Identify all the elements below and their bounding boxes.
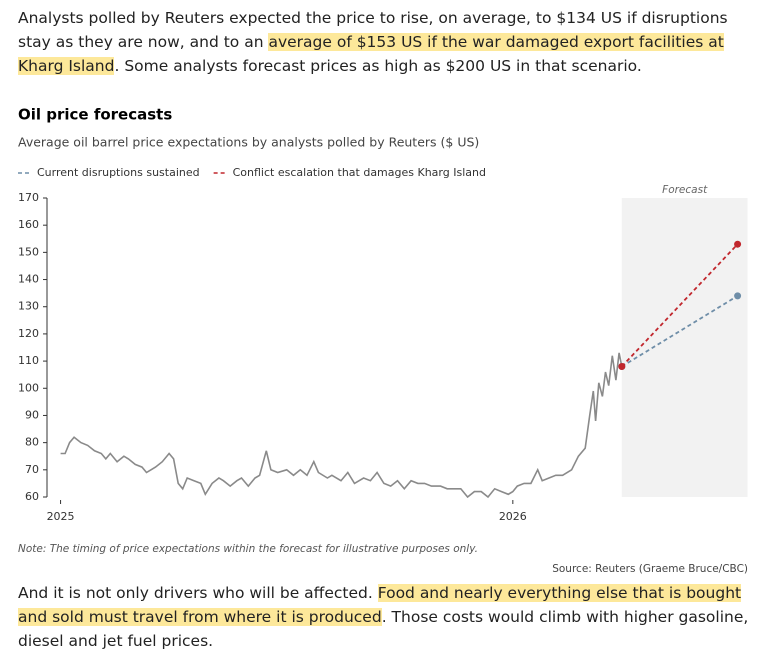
legend-label: Current disruptions sustained: [37, 166, 200, 179]
price-line: [60, 352, 623, 499]
legend-label: Conflict escalation that damages Kharg I…: [233, 166, 486, 179]
x-tick-label: 2026: [499, 510, 527, 523]
chart-subtitle: Average oil barrel price expectations by…: [18, 135, 479, 150]
forecast-line: [621, 295, 739, 368]
y-tick-label: 130: [18, 300, 39, 313]
y-tick-label: 70: [25, 463, 39, 476]
point: [618, 363, 626, 371]
y-tick-label: 150: [18, 245, 39, 258]
y-tick-label: 80: [25, 436, 39, 449]
y-tick-label: 160: [18, 218, 39, 231]
y-tick-label: 140: [18, 273, 39, 286]
y-tick-label: 100: [18, 381, 39, 394]
y-tick-label: 60: [25, 490, 39, 503]
x-tick-label: 2025: [47, 510, 75, 523]
forecast-line: [621, 243, 739, 368]
source: Source: Reuters (Graeme Bruce/CBC): [552, 563, 748, 575]
note: Note: The timing of price expectations w…: [18, 543, 478, 555]
outro-paragraph: And it is not only drivers who will be a…: [18, 581, 758, 653]
forecast-band: [621, 198, 748, 497]
chart: Oil price forecasts Average oil barrel p…: [18, 106, 748, 575]
text: And it is not only drivers who will be a…: [18, 584, 378, 602]
y-tick-label: 170: [18, 191, 39, 204]
point: [734, 292, 742, 300]
text: . Those costs would climb with higher ga…: [18, 608, 749, 650]
forecast-label: Forecast: [662, 184, 708, 196]
chart-title: Oil price forecasts: [18, 106, 172, 124]
text: Analysts polled by Reuters expected the …: [18, 9, 728, 51]
intro-paragraph: Analysts polled by Reuters expected the …: [18, 6, 758, 78]
y-tick-label: 120: [18, 327, 39, 340]
y-tick-label: 90: [25, 408, 39, 421]
point: [734, 240, 742, 248]
text: . Some analysts forecast prices as high …: [114, 57, 642, 75]
y-tick-label: 110: [18, 354, 39, 367]
